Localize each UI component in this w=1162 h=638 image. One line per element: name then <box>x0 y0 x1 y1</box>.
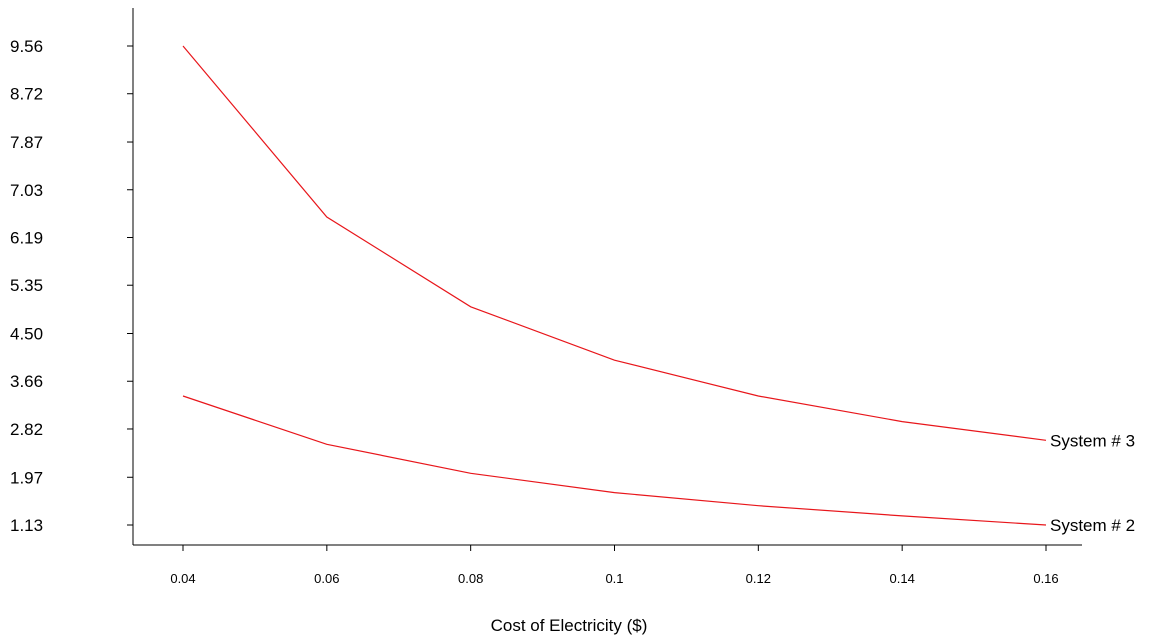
y-tick-label: 4.50 <box>10 325 43 344</box>
x-axis: 0.04 0.06 0.08 0.1 0.12 0.14 0.16 <box>133 544 1082 586</box>
series-label-1: System # 3 <box>1050 431 1135 450</box>
series-line-2 <box>182 395 1047 526</box>
series-line-1 <box>182 45 1047 441</box>
y-tick-label: 2.82 <box>10 420 43 439</box>
x-axis-title: Cost of Electricity ($) <box>491 616 648 635</box>
x-tick-label: 0.14 <box>890 571 915 586</box>
y-tick-label: 1.13 <box>10 516 43 535</box>
series-label-2: System # 2 <box>1050 516 1135 535</box>
y-tick-label: 1.97 <box>10 468 43 487</box>
y-tick-label: 7.03 <box>10 181 43 200</box>
x-tick-label: 0.04 <box>170 571 195 586</box>
series-layer: System # 3 System # 2 <box>182 45 1135 535</box>
x-tick-label: 0.12 <box>746 571 771 586</box>
y-axis: 1.13 1.97 2.82 3.66 4.50 5.35 6.19 7.03 7.87 8.72… <box>10 8 134 545</box>
y-tick-label: 6.19 <box>10 228 43 247</box>
x-tick-label: 0.06 <box>314 571 339 586</box>
y-tick-label: 3.66 <box>10 372 43 391</box>
y-tick-label: 9.56 <box>10 37 43 56</box>
x-tick-label: 0.08 <box>458 571 483 586</box>
y-tick-label: 8.72 <box>10 85 43 104</box>
y-tick-label: 7.87 <box>10 133 43 152</box>
x-tick-label: 0.1 <box>605 571 623 586</box>
y-tick-label: 5.35 <box>10 276 43 295</box>
x-tick-label: 0.16 <box>1033 571 1058 586</box>
